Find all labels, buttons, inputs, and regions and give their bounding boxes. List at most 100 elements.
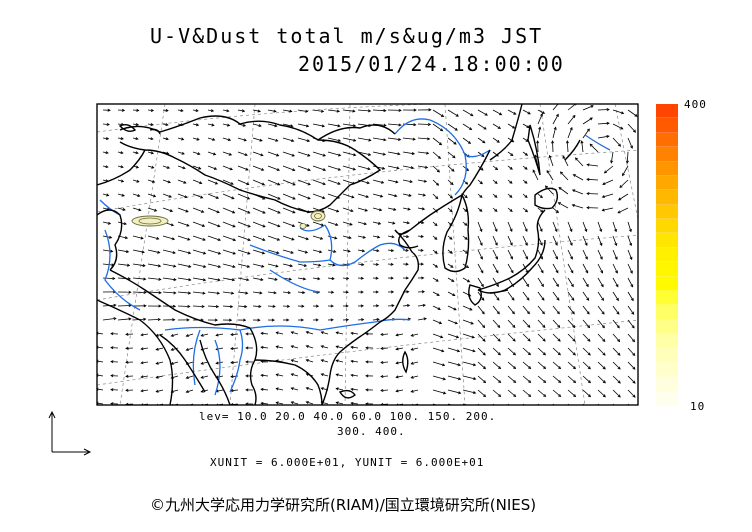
- wind-arrow-shaft: [132, 207, 141, 211]
- wind-arrow-shaft: [267, 305, 276, 307]
- wind-arrow-head: [231, 278, 236, 282]
- map-frame: [96, 103, 639, 406]
- wind-arrow-shaft: [162, 249, 176, 254]
- wind-arrow-head: [259, 291, 263, 295]
- wind-arrow-head: [395, 389, 399, 393]
- wind-arrow-head: [600, 284, 604, 288]
- wind-arrow-shaft: [411, 389, 419, 393]
- wind-arrow-head: [217, 265, 222, 268]
- wind-arrow-head: [482, 366, 487, 370]
- wind-arrow-shaft: [492, 179, 498, 184]
- wind-arrow-head: [210, 109, 215, 113]
- colorbar-segment: [656, 104, 678, 119]
- wind-arrow-head: [365, 346, 369, 350]
- wind-arrow-shaft: [252, 235, 265, 241]
- wind-arrow-shaft: [447, 375, 461, 380]
- wind-arrow-shaft: [171, 361, 179, 365]
- wind-arrow-shaft: [297, 151, 310, 157]
- wind-arrow-shaft: [432, 221, 438, 226]
- wind-arrow-head: [246, 264, 251, 268]
- wind-arrow-shaft: [297, 277, 306, 280]
- wind-arrow-shaft: [627, 137, 633, 149]
- wind-arrow-shaft: [387, 263, 394, 265]
- wind-arrow-head: [277, 196, 281, 200]
- wind-arrow-head: [555, 256, 558, 260]
- wind-arrow-shaft: [552, 249, 558, 260]
- wind-arrow-shaft: [432, 333, 443, 338]
- wind-arrow-head: [541, 283, 544, 288]
- colorbar-segment: [656, 391, 678, 406]
- wind-arrow-head: [277, 182, 281, 186]
- wind-arrow-shaft: [552, 389, 561, 397]
- wind-arrow-shaft: [537, 361, 546, 369]
- wind-arrow-head: [375, 276, 379, 280]
- wind-arrow-head: [629, 256, 633, 261]
- wind-arrow-shaft: [351, 402, 359, 405]
- wind-arrow-head: [213, 167, 218, 170]
- unit-label: XUNIT = 6.000E+01, YUNIT = 6.000E+01: [210, 456, 485, 469]
- wind-arrow-head: [155, 375, 159, 379]
- wind-arrow-shaft: [192, 235, 206, 241]
- wind-arrow-head: [286, 318, 290, 322]
- wind-arrow-shaft: [567, 263, 574, 273]
- wind-arrow-shaft: [411, 333, 419, 337]
- wind-arrow-head: [361, 318, 365, 322]
- wind-arrow-shaft: [102, 193, 109, 196]
- wind-arrow-head: [230, 181, 234, 185]
- wind-arrow-head: [434, 264, 439, 268]
- wind-arrow-head: [509, 228, 513, 232]
- wind-arrow-shaft: [336, 332, 344, 335]
- wind-arrow-shaft: [132, 109, 139, 111]
- wind-arrow-head: [471, 335, 475, 339]
- wind-arrow-shaft: [261, 360, 269, 363]
- wind-arrow-shaft: [447, 277, 455, 282]
- wind-arrow-shaft: [582, 389, 591, 397]
- wind-arrow-head: [497, 126, 502, 129]
- wind-arrow-shaft: [207, 123, 214, 126]
- wind-arrow-head: [586, 297, 590, 301]
- wind-arrow-shaft: [612, 375, 621, 384]
- wind-arrow-head: [306, 223, 310, 227]
- wind-arrow-head: [230, 291, 235, 295]
- wind-arrow-head: [289, 109, 293, 113]
- wind-arrow-shaft: [342, 123, 356, 127]
- wind-arrow-head: [230, 305, 234, 309]
- wind-arrow-head: [353, 153, 357, 157]
- wind-arrow-shaft: [312, 179, 326, 185]
- wind-arrow-head: [273, 291, 277, 295]
- wind-arrow-head: [276, 251, 280, 255]
- wind-arrow-shaft: [252, 179, 265, 186]
- wind-arrow-shaft: [462, 305, 473, 311]
- wind-arrow-shaft: [222, 263, 235, 268]
- wind-arrow-shaft: [522, 235, 528, 246]
- wind-arrow-head: [524, 209, 529, 213]
- wind-arrow-shaft: [387, 305, 394, 307]
- wind-arrow-shaft: [222, 291, 234, 294]
- wind-arrow-head: [375, 262, 380, 266]
- wind-arrow-shaft: [507, 137, 514, 143]
- wind-arrow-shaft: [582, 128, 590, 139]
- wind-arrow-shaft: [261, 388, 269, 391]
- wind-arrow-head: [513, 393, 517, 398]
- wind-arrow-shaft: [432, 151, 441, 159]
- wind-arrow-shaft: [117, 263, 130, 266]
- wind-arrow-shaft: [276, 402, 284, 405]
- wind-arrow-head: [558, 380, 562, 384]
- wind-arrow-shaft: [342, 207, 354, 212]
- wind-arrow-shaft: [492, 375, 501, 383]
- wind-arrow-head: [215, 403, 219, 405]
- wind-arrow-head: [532, 169, 536, 173]
- wind-arrow-shaft: [582, 235, 588, 246]
- color-scale-bar: [656, 104, 678, 406]
- wind-arrow-head: [600, 270, 603, 274]
- wind-arrow-shaft: [627, 221, 632, 232]
- wind-arrow-head: [494, 167, 499, 171]
- colorbar-segment: [656, 161, 678, 176]
- wind-arrow-shaft: [432, 137, 442, 146]
- wind-arrow-head: [300, 318, 305, 322]
- wind-arrow-head: [143, 290, 147, 294]
- wind-arrow-shaft: [402, 207, 411, 210]
- wind-arrow-head: [365, 195, 369, 198]
- wind-arrow-shaft: [567, 235, 573, 246]
- wind-arrow-head: [543, 393, 547, 398]
